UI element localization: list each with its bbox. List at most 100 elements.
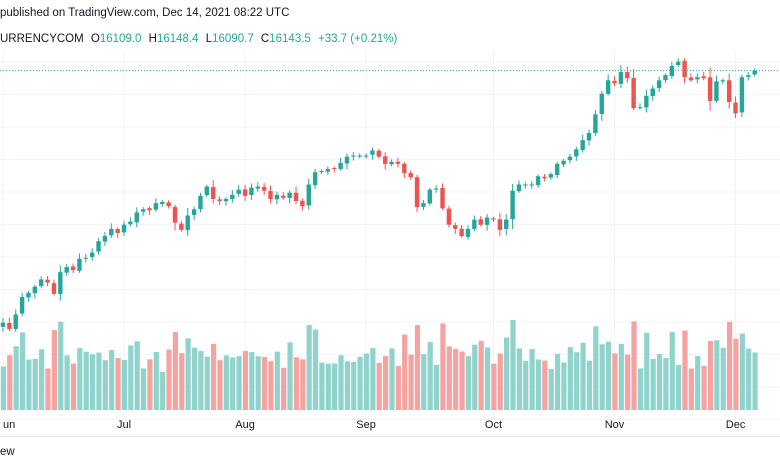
volume-bar [497, 353, 503, 410]
volume-bar [707, 340, 714, 410]
candle-body [96, 241, 101, 252]
volume-bar [312, 329, 319, 410]
volume-bar [293, 357, 300, 410]
candle-body [453, 225, 458, 229]
candle-body [637, 107, 643, 109]
volume-bar [147, 359, 153, 410]
volume-bar [414, 325, 421, 410]
candle-body [523, 184, 528, 186]
volume-bar [516, 348, 522, 410]
candle-body [433, 188, 439, 190]
volume-bar [484, 347, 491, 410]
candlesticks [0, 58, 757, 332]
candle-body [58, 272, 63, 295]
volume-bar [395, 365, 401, 410]
volume-bar [115, 358, 121, 410]
candle-body [707, 77, 713, 101]
candle-body [478, 219, 483, 225]
candle-body [332, 168, 337, 170]
candle-body [39, 279, 44, 286]
volume-bar [580, 342, 586, 410]
candle-body [688, 77, 694, 81]
candle-body [656, 80, 662, 89]
volume-bars [0, 320, 758, 410]
candle-body [357, 155, 362, 157]
time-axis: un Jul Aug Sep Oct Nov Dec [3, 419, 746, 431]
volume-bar [332, 363, 338, 410]
candle-body [191, 209, 197, 216]
volume-bar [166, 349, 172, 410]
volume-bar [427, 342, 433, 410]
volume-bar [7, 355, 13, 410]
candle-body [147, 208, 152, 211]
volume-bar [64, 355, 70, 410]
candle-body [363, 155, 369, 157]
volume-bar [96, 352, 102, 410]
axis-divider [0, 436, 780, 437]
volume-bar [109, 350, 115, 410]
volume-bar [408, 354, 414, 410]
candle-body [166, 202, 171, 207]
volume-bar [586, 360, 593, 410]
candle-body [752, 70, 757, 75]
volume-bar [140, 368, 147, 410]
volume-bar [19, 332, 26, 410]
volume-bar [39, 349, 45, 410]
candle-body [140, 209, 146, 212]
candle-body [586, 132, 592, 141]
x-tick-label: Aug [235, 419, 255, 431]
candle-body [268, 190, 273, 199]
candle-body [567, 156, 573, 161]
volume-bar [478, 340, 484, 410]
candle-body [287, 192, 292, 198]
candle-body [223, 198, 229, 202]
candle-body [198, 195, 203, 210]
volume-bar [574, 352, 580, 410]
volume-bar [676, 364, 682, 410]
volume-bar [51, 329, 57, 410]
volume-bar [472, 344, 478, 410]
volume-bar [726, 321, 733, 410]
candle-body [83, 257, 89, 259]
candle-body [255, 186, 260, 189]
volume-bar [695, 356, 701, 410]
candle-body [115, 229, 120, 233]
candle-body [32, 286, 38, 294]
volume-bar [13, 346, 19, 410]
volume-bar [599, 344, 605, 410]
volume-bar [357, 356, 363, 410]
low-label: L [205, 33, 213, 45]
publish-info-text: published on TradingView.com, Dec 14, 20… [0, 7, 290, 19]
volume-bar [688, 368, 694, 410]
candle-body [109, 228, 114, 236]
candle-body [64, 267, 69, 273]
volume-bar [561, 362, 567, 410]
volume-bar [204, 356, 210, 410]
ohlc-legend: URRENCYCOM O16109.0 H16148.4 L16090.7 C1… [0, 33, 397, 45]
open-value: 16109.0 [99, 33, 142, 45]
volume-bar [121, 360, 128, 410]
candle-body [427, 189, 432, 204]
candle-body [746, 75, 751, 77]
volume-bar [701, 365, 707, 410]
high-label: H [148, 33, 157, 45]
volume-bar [363, 353, 370, 410]
volume-bar [370, 348, 376, 410]
candle-body [529, 184, 534, 186]
volume-bar [211, 343, 217, 410]
volume-bar [306, 325, 312, 410]
x-tick-label: Nov [605, 419, 625, 431]
volume-bar [446, 346, 452, 410]
candle-body [618, 72, 624, 84]
candle-body [491, 218, 496, 220]
candle-body [497, 219, 503, 230]
candle-body [281, 195, 286, 198]
candle-body [261, 186, 267, 191]
volume-bar [605, 341, 612, 410]
volume-bar [77, 348, 83, 410]
volume-bar [618, 343, 624, 410]
volume-bar [344, 361, 350, 410]
candle-body [351, 155, 356, 157]
candle-body [605, 80, 611, 94]
